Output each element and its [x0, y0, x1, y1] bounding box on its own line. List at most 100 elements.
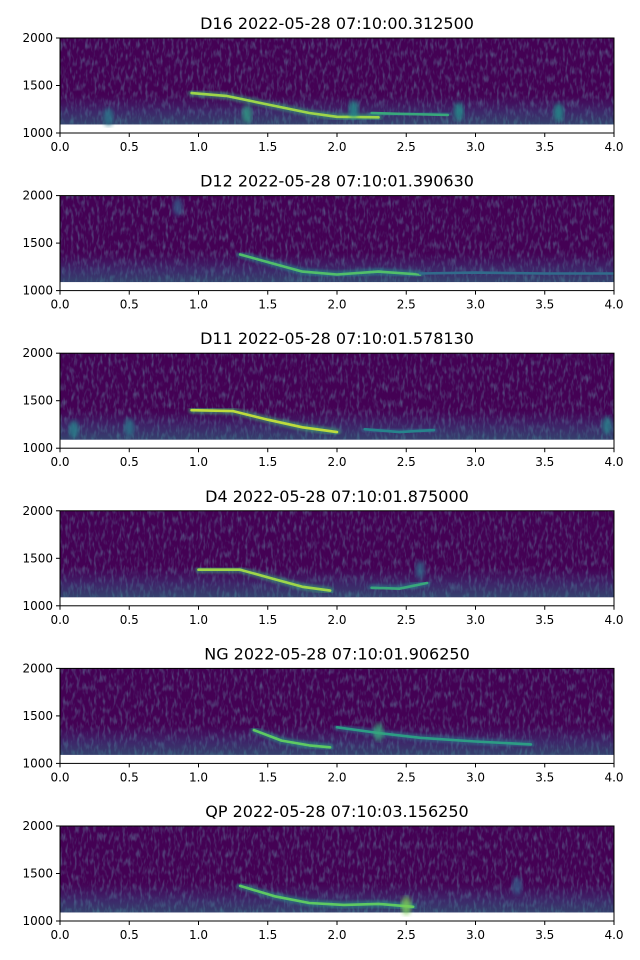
x-tick-label: 2.5: [397, 298, 416, 312]
x-tick-label: 0.5: [120, 613, 139, 627]
y-tick-label: 1000: [22, 756, 53, 770]
x-tick-label: 0.5: [120, 770, 139, 784]
x-tick-label: 2.0: [327, 298, 346, 312]
signal-blob: [602, 416, 613, 435]
x-tick-label: 2.0: [327, 455, 346, 469]
spectrogram-image: [60, 195, 614, 283]
y-tick-label: 2000: [22, 346, 53, 360]
x-tick-label: 2.5: [397, 770, 416, 784]
x-tick-label: 1.5: [258, 455, 277, 469]
y-tick-label: 1500: [22, 867, 53, 881]
spectrogram-panel: D16 2022-05-28 07:10:00.312500 0.0 0.5 1.0 1…: [22, 14, 623, 154]
panel-title: QP 2022-05-28 07:10:03.156250: [205, 802, 468, 821]
x-tick-label: 2.5: [397, 613, 416, 627]
x-tick-label: 3.5: [535, 770, 554, 784]
signal-trace: [418, 271, 614, 275]
signal-blob: [373, 723, 384, 742]
x-tick-label: 1.5: [258, 770, 277, 784]
x-tick-label: 0.0: [50, 613, 69, 627]
y-tick-label: 1500: [22, 709, 53, 723]
signal-blob: [401, 896, 412, 915]
x-tick-label: 3.0: [466, 455, 485, 469]
y-tick-label: 2000: [22, 189, 53, 203]
signal-blob: [68, 420, 79, 439]
x-tick-label: 0.0: [50, 140, 69, 154]
x-tick-label: 1.0: [189, 928, 208, 942]
y-tick-label: 1000: [22, 599, 53, 613]
x-tick-label: 3.5: [535, 455, 554, 469]
x-tick-label: 4.0: [604, 455, 623, 469]
signal-blob: [124, 418, 135, 437]
signal-trace: [190, 408, 339, 434]
spectrogram-image: [60, 826, 614, 915]
signal-blob: [453, 102, 464, 121]
x-tick-label: 4.0: [604, 770, 623, 784]
y-tick-label: 1500: [22, 236, 53, 250]
x-tick-label: 0.0: [50, 298, 69, 312]
y-tick-label: 2000: [22, 31, 53, 45]
x-tick-label: 4.0: [604, 928, 623, 942]
y-tick-label: 1000: [22, 914, 53, 928]
spectrogram-panel: D12 2022-05-28 07:10:01.390630 0.0 0.5 1.0 1…: [22, 172, 623, 312]
x-tick-label: 3.0: [466, 140, 485, 154]
signal-trace: [190, 91, 380, 119]
spectrogram-image: [60, 668, 614, 755]
y-tick-label: 1000: [22, 441, 53, 455]
x-tick-label: 3.5: [535, 613, 554, 627]
x-tick-label: 3.5: [535, 928, 554, 942]
x-tick-label: 0.5: [120, 298, 139, 312]
y-tick-label: 2000: [22, 819, 53, 833]
signal-blob: [103, 107, 114, 126]
signal-trace: [370, 581, 429, 590]
signal-blob: [172, 198, 183, 216]
panel-title: D16 2022-05-28 07:10:00.312500: [200, 14, 474, 33]
y-tick-label: 1000: [22, 284, 53, 298]
y-tick-label: 1500: [22, 394, 53, 408]
signal-trace: [238, 253, 422, 276]
x-tick-label: 2.0: [327, 140, 346, 154]
x-tick-label: 2.5: [397, 455, 416, 469]
x-tick-label: 2.0: [327, 928, 346, 942]
x-tick-label: 1.0: [189, 770, 208, 784]
spectrogram-image: [60, 38, 614, 126]
spectrogram-image: [60, 510, 614, 598]
spectrogram-image: [60, 353, 614, 440]
x-tick-label: 4.0: [604, 613, 623, 627]
x-tick-label: 1.0: [189, 298, 208, 312]
spectrogram-panel: D4 2022-05-28 07:10:01.875000 0.0 0.5 1.0 1.…: [22, 487, 623, 627]
signal-blob: [241, 105, 252, 123]
x-tick-label: 0.0: [50, 770, 69, 784]
x-tick-label: 0.0: [50, 455, 69, 469]
x-tick-label: 3.0: [466, 298, 485, 312]
y-tick-label: 1000: [22, 126, 53, 140]
panel-title: NG 2022-05-28 07:10:01.906250: [204, 644, 470, 663]
spectrogram-panel: QP 2022-05-28 07:10:03.156250 0.0 0.5 1.0 1.…: [22, 802, 623, 942]
x-tick-label: 1.0: [189, 613, 208, 627]
signal-trace: [197, 568, 332, 592]
y-tick-label: 1500: [22, 551, 53, 565]
signal-trace: [335, 726, 533, 746]
x-tick-label: 3.0: [466, 770, 485, 784]
x-tick-label: 0.5: [120, 928, 139, 942]
x-tick-label: 3.0: [466, 613, 485, 627]
x-tick-label: 2.5: [397, 928, 416, 942]
x-tick-label: 2.0: [327, 613, 346, 627]
signal-trace: [370, 111, 450, 117]
low-frequency-band: [60, 567, 614, 598]
spectrogram-panel: NG 2022-05-28 07:10:01.906250 0.0 0.5 1.0 1.…: [22, 644, 623, 784]
x-tick-label: 1.5: [258, 140, 277, 154]
signal-trace: [363, 427, 436, 434]
x-tick-label: 3.5: [535, 140, 554, 154]
signal-blob: [553, 103, 564, 122]
x-tick-label: 1.0: [189, 140, 208, 154]
x-tick-label: 1.5: [258, 298, 277, 312]
x-tick-label: 2.0: [327, 770, 346, 784]
signal-blob: [512, 876, 523, 895]
x-tick-label: 3.5: [535, 298, 554, 312]
signal-trace: [238, 884, 415, 909]
panel-title: D11 2022-05-28 07:10:01.578130: [200, 329, 474, 348]
panel-title: D4 2022-05-28 07:10:01.875000: [205, 487, 469, 506]
signal-blob: [415, 560, 426, 579]
y-tick-label: 2000: [22, 504, 53, 518]
y-tick-label: 2000: [22, 661, 53, 675]
